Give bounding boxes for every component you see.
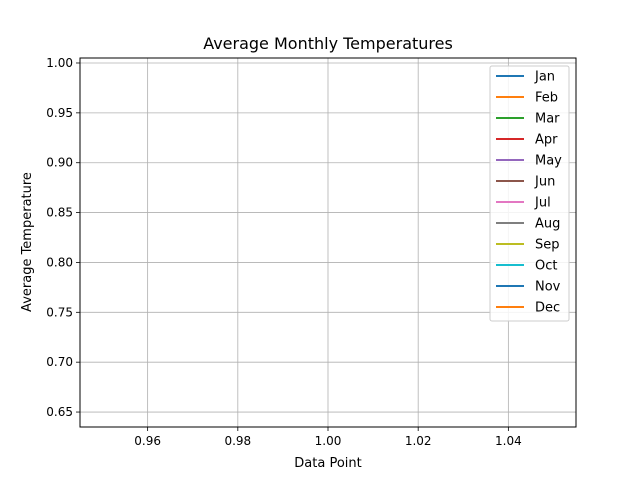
y-tick-label: 1.00	[46, 56, 73, 70]
x-tick-label: 1.02	[405, 434, 432, 448]
legend-label-mar: Mar	[535, 112, 560, 127]
legend-label-apr: Apr	[535, 133, 558, 148]
y-axis: 0.65 0.70 0.75 0.80 0.85 0.90 0.95 1.00	[46, 56, 80, 419]
x-tick-label: 1.00	[315, 434, 342, 448]
legend-label-nov: Nov	[535, 280, 561, 295]
legend-label-oct: Oct	[535, 259, 557, 274]
legend-label-sep: Sep	[535, 238, 560, 253]
chart-title: Average Monthly Temperatures	[203, 34, 453, 53]
y-axis-label: Average Temperature	[20, 172, 35, 312]
x-tick-label: 1.04	[495, 434, 522, 448]
y-tick-label: 0.75	[46, 305, 73, 319]
legend-label-feb: Feb	[535, 91, 558, 106]
x-axis: 0.96 0.98 1.00 1.02 1.04	[134, 427, 522, 448]
x-tick-label: 0.96	[134, 434, 161, 448]
y-tick-label: 0.70	[46, 355, 73, 369]
y-tick-label: 0.85	[46, 206, 73, 220]
legend-box	[489, 65, 570, 322]
legend-label-jan: Jan	[534, 70, 555, 85]
y-tick-label: 0.80	[46, 255, 73, 269]
y-tick-label: 0.90	[46, 156, 73, 170]
legend-label-jun: Jun	[534, 175, 555, 190]
legend-label-dec: Dec	[535, 301, 560, 316]
y-tick-label: 0.65	[46, 405, 73, 419]
legend: Jan Feb Mar Apr May Jun Jul Aug Sep Oct Nov Dec	[489, 65, 570, 322]
y-tick-label: 0.95	[46, 106, 73, 120]
legend-label-jul: Jul	[534, 196, 551, 211]
x-tick-label: 0.98	[224, 434, 251, 448]
legend-label-aug: Aug	[535, 217, 560, 232]
x-axis-label: Data Point	[294, 456, 361, 471]
legend-label-may: May	[535, 154, 562, 169]
